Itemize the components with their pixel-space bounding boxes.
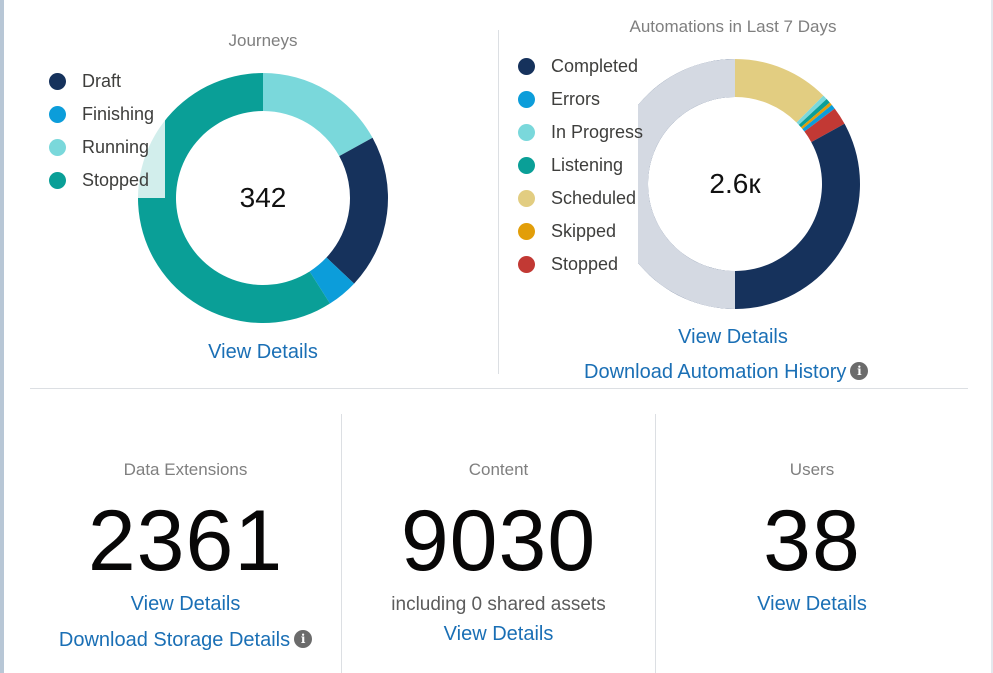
bottom-divider-2 xyxy=(655,414,656,673)
legend-label: Running xyxy=(82,137,150,157)
journeys-view-details-link[interactable]: View Details xyxy=(208,341,318,363)
legend-label: In Progress xyxy=(551,122,644,142)
automations-legend-item-skipped[interactable]: Skipped xyxy=(518,215,643,248)
automations-slice-in-progress[interactable] xyxy=(796,95,827,125)
journeys-donut-chart[interactable] xyxy=(133,68,393,328)
legend-label: Draft xyxy=(82,71,122,91)
users-view-details-link[interactable]: View Details xyxy=(757,593,867,615)
automations-total: 2.6к xyxy=(709,168,761,199)
journeys-legend-item-running[interactable]: Running xyxy=(49,131,154,164)
automations-slice-stopped[interactable] xyxy=(804,108,845,143)
content-count: 9030 xyxy=(400,493,597,589)
legend-swatch xyxy=(518,256,535,273)
legend-label: Scheduled xyxy=(551,188,637,208)
automations-legend-item-completed[interactable]: Completed xyxy=(518,50,643,83)
automations-legend: Completed Errors In Progress Listening Sched… xyxy=(518,50,643,281)
journeys-slice-draft[interactable] xyxy=(326,137,388,284)
download-storage-details-label: Download Storage Details xyxy=(58,629,291,651)
legend-swatch xyxy=(518,223,535,240)
legend-label: Stopped xyxy=(82,170,150,190)
journeys-legend-item-stopped[interactable]: Stopped xyxy=(49,164,154,197)
automations-legend-item-listening[interactable]: Listening xyxy=(518,149,643,182)
right-edge-strip xyxy=(991,0,993,673)
journeys-title: Journeys xyxy=(228,31,298,50)
data-extensions-stat: Data Extensions 2361 xyxy=(30,460,341,584)
info-icon[interactable]: i xyxy=(850,361,869,380)
automations-title: Automations in Last 7 Days xyxy=(629,17,837,36)
legend-label: Finishing xyxy=(82,104,155,124)
data-extensions-title: Data Extensions xyxy=(123,460,248,479)
legend-swatch xyxy=(49,106,66,123)
data-extensions-view-details-link[interactable]: View Details xyxy=(130,593,241,615)
legend-swatch xyxy=(518,157,535,174)
automations-legend-item-errors[interactable]: Errors xyxy=(518,83,643,116)
legend-swatch xyxy=(518,124,535,141)
legend-label: Listening xyxy=(551,155,624,175)
users-count: 38 xyxy=(763,493,861,589)
download-automation-history-label: Download Automation History xyxy=(584,361,847,383)
automations-slice-listening[interactable] xyxy=(798,99,830,128)
top-vertical-divider xyxy=(498,30,499,374)
content-view-details-link[interactable]: View Details xyxy=(443,623,554,645)
journeys-legend: Draft Finishing Running Stopped xyxy=(49,65,154,197)
automations-legend-item-in-progress[interactable]: In Progress xyxy=(518,116,643,149)
left-edge-strip xyxy=(0,0,4,673)
automations-hover-overlay xyxy=(638,59,735,309)
journeys-total: 342 xyxy=(239,182,287,213)
automations-slice-completed[interactable] xyxy=(638,59,860,309)
content-stat: Content 9030 xyxy=(342,460,655,584)
legend-swatch xyxy=(518,91,535,108)
journeys-legend-item-draft[interactable]: Draft xyxy=(49,65,154,98)
horizontal-divider xyxy=(30,388,968,389)
legend-swatch xyxy=(49,139,66,156)
users-title: Users xyxy=(789,460,835,479)
journeys-slice-finishing[interactable] xyxy=(309,257,355,304)
legend-label: Stopped xyxy=(551,254,619,274)
legend-swatch xyxy=(49,73,66,90)
journeys-slice-running[interactable] xyxy=(263,73,373,157)
legend-swatch xyxy=(518,58,535,75)
legend-label: Skipped xyxy=(551,221,617,241)
content-title: Content xyxy=(468,460,529,479)
legend-label: Errors xyxy=(551,89,600,109)
automations-slice-skipped[interactable] xyxy=(800,102,832,129)
info-icon[interactable]: i xyxy=(294,629,313,648)
download-storage-details-link[interactable]: Download Storage Details i xyxy=(30,629,341,652)
journeys-legend-item-finishing[interactable]: Finishing xyxy=(49,98,154,131)
legend-swatch xyxy=(49,172,66,189)
data-extensions-count: 2361 xyxy=(87,493,284,589)
bottom-divider-1 xyxy=(341,414,342,673)
legend-swatch xyxy=(518,190,535,207)
automations-slice-scheduled[interactable] xyxy=(735,59,824,123)
journeys-legend-backdrop xyxy=(133,88,165,198)
automations-legend-item-scheduled[interactable]: Scheduled xyxy=(518,182,643,215)
download-automation-history-link[interactable]: Download Automation History i xyxy=(584,361,869,384)
users-stat: Users 38 xyxy=(656,460,968,584)
automations-legend-item-stopped[interactable]: Stopped xyxy=(518,248,643,281)
legend-label: Completed xyxy=(551,56,639,76)
automations-slice-errors[interactable] xyxy=(802,104,835,132)
automations-view-details-link[interactable]: View Details xyxy=(678,326,788,348)
journeys-slice-stopped[interactable] xyxy=(138,73,330,323)
content-shared-assets-subtext: including 0 shared assets xyxy=(391,594,606,615)
automations-donut-chart[interactable] xyxy=(638,52,868,316)
